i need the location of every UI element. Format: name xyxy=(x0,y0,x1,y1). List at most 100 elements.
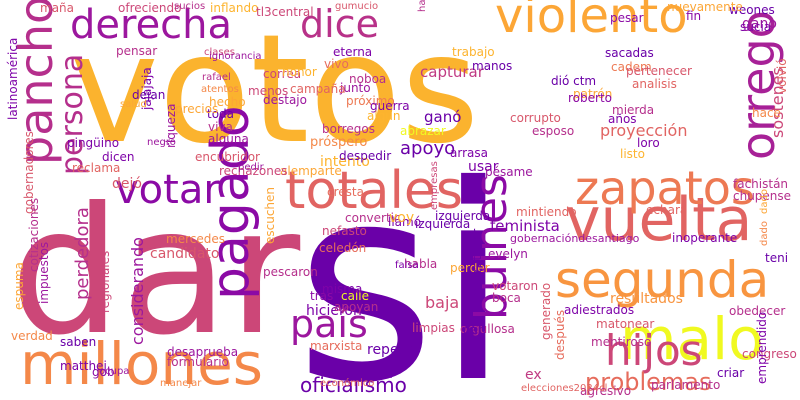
word-83: correa xyxy=(263,67,302,81)
word-140: maña xyxy=(40,1,75,15)
word-116: evelyn xyxy=(488,247,528,261)
word-77: pesar xyxy=(610,11,644,25)
word-49: matonear xyxy=(596,317,655,331)
word-166: dado xyxy=(759,189,770,214)
word-91: corrupto xyxy=(510,111,561,125)
word-3: dar xyxy=(10,171,301,374)
word-173: ocupa xyxy=(99,366,130,377)
word-132: matthei xyxy=(60,359,107,373)
word-156: generado xyxy=(539,282,553,340)
word-69: sacadas xyxy=(605,46,654,60)
word-142: inflando xyxy=(210,1,259,15)
word-65: patrón xyxy=(573,87,613,101)
word-93: viva xyxy=(208,120,233,134)
word-133: gob xyxy=(92,365,115,379)
word-55: esposo xyxy=(532,124,575,138)
word-63: hace xyxy=(752,106,781,120)
word-170: ignorancia xyxy=(209,51,262,62)
word-64: mierda xyxy=(612,103,655,117)
word-66: roberto xyxy=(568,91,612,105)
word-34: dejó xyxy=(112,176,142,192)
word-148: clases xyxy=(204,47,235,58)
word-122: inoperante xyxy=(672,231,738,245)
word-48: adiestrados xyxy=(564,303,635,317)
word-165: dado xyxy=(759,221,770,246)
word-89: guerra xyxy=(370,99,410,113)
word-169: gumucio xyxy=(335,1,379,12)
word-109: izquierda xyxy=(415,217,471,231)
word-39: hicieron xyxy=(306,303,362,319)
word-163: honor xyxy=(282,65,317,79)
word-123: teni xyxy=(765,251,789,265)
word-136: izquierda xyxy=(435,209,491,223)
word-101: reclama xyxy=(72,161,121,175)
word-80: trabajo xyxy=(452,45,495,59)
word-73: fin xyxy=(686,9,702,23)
word-16: hijos xyxy=(605,326,703,375)
word-58: próspero xyxy=(310,135,368,150)
word-78: hagan xyxy=(417,0,428,12)
word-127: regionales xyxy=(98,250,112,313)
word-107: convertir xyxy=(345,211,399,225)
word-68: cadem xyxy=(611,60,652,74)
word-139: latinoamérica xyxy=(6,37,20,120)
word-152: emprendido xyxy=(755,311,769,384)
word-72: weones xyxy=(729,3,775,17)
word-50: orgullosa xyxy=(460,322,515,336)
word-5: millones xyxy=(20,330,263,398)
word-84: noboa xyxy=(349,72,387,86)
word-141: ofreciendo xyxy=(118,1,182,15)
word-52: alemparte xyxy=(280,164,342,178)
word-28: capturar xyxy=(420,63,484,81)
word-36: baja xyxy=(425,293,460,312)
word-9: dice xyxy=(300,2,379,46)
word-42: iba xyxy=(373,367,393,382)
word-61: listo xyxy=(620,147,645,161)
word-1: votos xyxy=(70,3,480,177)
word-103: dejan xyxy=(132,88,166,102)
word-110: nefasto xyxy=(322,224,367,238)
word-75: gano xyxy=(742,16,777,32)
word-32: considerando xyxy=(128,237,147,345)
word-82: vivo xyxy=(324,57,349,71)
word-167: falsa xyxy=(395,260,419,271)
word-11: segunda xyxy=(555,251,770,309)
word-70: pertenecer xyxy=(626,64,692,78)
word-20: persona xyxy=(55,53,90,175)
word-157: criar xyxy=(717,366,745,380)
word-125: chupense xyxy=(733,189,792,203)
word-21: problemas xyxy=(585,368,712,396)
word-88: menos xyxy=(248,84,289,98)
word-171: elecciones2024cl xyxy=(521,383,608,394)
word-18: país xyxy=(290,302,368,346)
word-129: formulario xyxy=(167,355,229,369)
word-40: apoyan xyxy=(334,300,379,314)
word-113: habla xyxy=(404,257,438,271)
word-29: apoyo xyxy=(400,138,456,159)
word-43: ex xyxy=(525,367,542,383)
word-111: celedón xyxy=(319,241,367,255)
word-145: espuma xyxy=(12,262,26,310)
word-74: nuevamente xyxy=(667,0,743,14)
word-99: rechazones xyxy=(219,164,288,178)
word-87: destajo xyxy=(263,93,307,107)
word-81: eterna xyxy=(333,45,373,59)
word-106: pescaron xyxy=(263,265,318,279)
word-108: llamó xyxy=(388,215,422,229)
word-15: malo xyxy=(620,305,764,373)
word-30: intento xyxy=(320,154,370,170)
word-33: ganó xyxy=(424,108,462,126)
word-147: sucios xyxy=(174,1,206,12)
word-120: boca xyxy=(492,291,521,305)
word-71: analisis xyxy=(632,77,677,91)
word-149: rafael xyxy=(202,72,231,83)
word-146: verdad xyxy=(11,329,53,343)
word-85: junto xyxy=(340,81,371,95)
word-35: usar xyxy=(468,159,499,175)
word-54: arrasa xyxy=(450,146,488,160)
word-153: volvió xyxy=(775,58,789,94)
word-117: dan xyxy=(463,323,486,337)
word-37: tras xyxy=(310,289,334,303)
word-164: campaña xyxy=(290,82,346,96)
